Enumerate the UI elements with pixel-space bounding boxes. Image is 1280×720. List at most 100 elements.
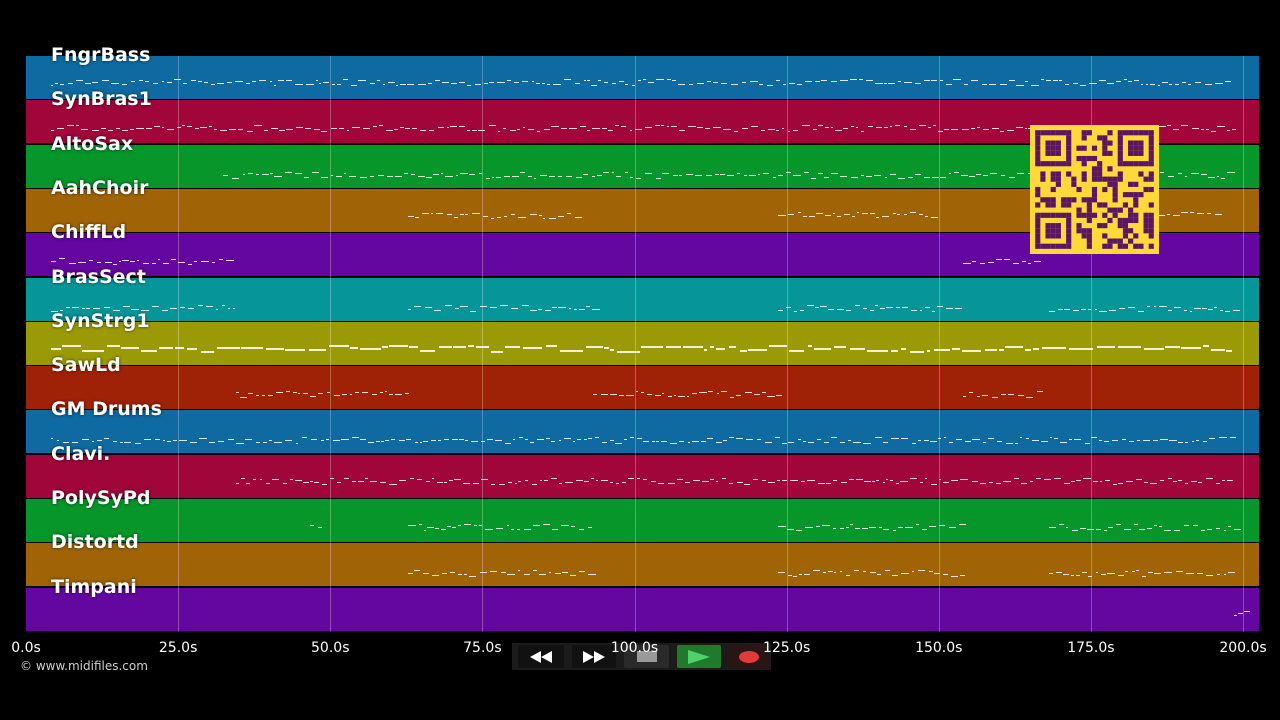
note bbox=[1153, 525, 1158, 526]
note bbox=[489, 306, 497, 308]
note bbox=[221, 304, 225, 306]
note bbox=[334, 395, 340, 397]
note bbox=[775, 130, 780, 132]
note bbox=[891, 349, 898, 352]
note bbox=[1229, 437, 1236, 439]
note bbox=[609, 440, 614, 442]
note bbox=[304, 176, 309, 178]
note bbox=[688, 84, 694, 85]
note bbox=[890, 479, 893, 481]
note bbox=[490, 350, 503, 353]
note bbox=[460, 305, 468, 307]
note bbox=[684, 481, 690, 483]
note bbox=[868, 527, 876, 528]
note bbox=[211, 262, 216, 264]
note bbox=[317, 527, 323, 528]
note bbox=[194, 261, 198, 263]
note bbox=[960, 174, 968, 176]
note bbox=[539, 214, 542, 216]
note bbox=[93, 307, 100, 309]
note bbox=[425, 306, 432, 308]
note bbox=[1025, 397, 1034, 399]
note bbox=[71, 306, 79, 308]
note bbox=[1161, 82, 1168, 83]
note bbox=[445, 175, 454, 177]
note bbox=[963, 84, 969, 85]
note bbox=[399, 84, 406, 85]
note bbox=[286, 391, 290, 393]
note bbox=[749, 174, 756, 176]
note bbox=[971, 80, 979, 81]
note bbox=[285, 348, 305, 351]
note bbox=[1143, 481, 1148, 483]
note bbox=[411, 173, 415, 175]
rewind-button[interactable] bbox=[518, 645, 564, 668]
note bbox=[713, 127, 721, 129]
note bbox=[1202, 344, 1209, 347]
note bbox=[856, 127, 859, 129]
track-notes bbox=[26, 366, 1259, 409]
note bbox=[328, 344, 349, 347]
note bbox=[1184, 442, 1189, 444]
note bbox=[417, 478, 423, 480]
note bbox=[375, 441, 381, 443]
note bbox=[295, 443, 299, 445]
note bbox=[1107, 83, 1114, 84]
note bbox=[444, 304, 452, 306]
note bbox=[551, 529, 559, 530]
note bbox=[217, 346, 240, 349]
note bbox=[699, 392, 708, 394]
note bbox=[175, 346, 184, 349]
note bbox=[236, 443, 244, 445]
note bbox=[1195, 82, 1202, 83]
note bbox=[489, 571, 498, 573]
note bbox=[811, 177, 817, 179]
note bbox=[574, 216, 583, 218]
note bbox=[449, 572, 456, 574]
record-button[interactable] bbox=[729, 645, 769, 668]
note bbox=[730, 84, 738, 85]
note bbox=[853, 570, 860, 572]
note bbox=[988, 438, 994, 440]
note bbox=[1150, 84, 1155, 85]
note bbox=[509, 130, 516, 132]
track-label: SawLd bbox=[51, 354, 121, 377]
note bbox=[661, 125, 664, 127]
note bbox=[217, 441, 225, 443]
note bbox=[240, 477, 246, 479]
note bbox=[1215, 213, 1222, 215]
note bbox=[1205, 129, 1210, 131]
note bbox=[990, 172, 998, 174]
note bbox=[953, 79, 961, 80]
note bbox=[446, 213, 452, 215]
note bbox=[757, 439, 762, 441]
note bbox=[885, 570, 890, 572]
note bbox=[304, 128, 311, 130]
note bbox=[569, 128, 578, 130]
note bbox=[456, 174, 459, 176]
note bbox=[1092, 480, 1098, 482]
note bbox=[996, 482, 1001, 484]
note bbox=[254, 125, 263, 127]
note bbox=[63, 442, 69, 444]
note bbox=[1103, 441, 1109, 443]
note bbox=[504, 345, 521, 348]
track-label: Clavi. bbox=[51, 442, 111, 465]
note bbox=[1082, 572, 1087, 574]
note bbox=[1159, 439, 1168, 441]
note bbox=[897, 213, 901, 215]
fast-forward-button[interactable] bbox=[572, 645, 616, 668]
stop-button[interactable] bbox=[624, 645, 669, 668]
note bbox=[97, 262, 102, 264]
note bbox=[778, 309, 783, 311]
note bbox=[86, 307, 90, 309]
note bbox=[274, 442, 282, 444]
note bbox=[1064, 84, 1070, 85]
note bbox=[869, 309, 875, 311]
track-label: SynBras1 bbox=[51, 88, 152, 111]
note bbox=[880, 307, 885, 309]
play-button[interactable] bbox=[677, 645, 721, 668]
note bbox=[813, 570, 821, 572]
note bbox=[678, 396, 685, 398]
note bbox=[555, 573, 561, 575]
